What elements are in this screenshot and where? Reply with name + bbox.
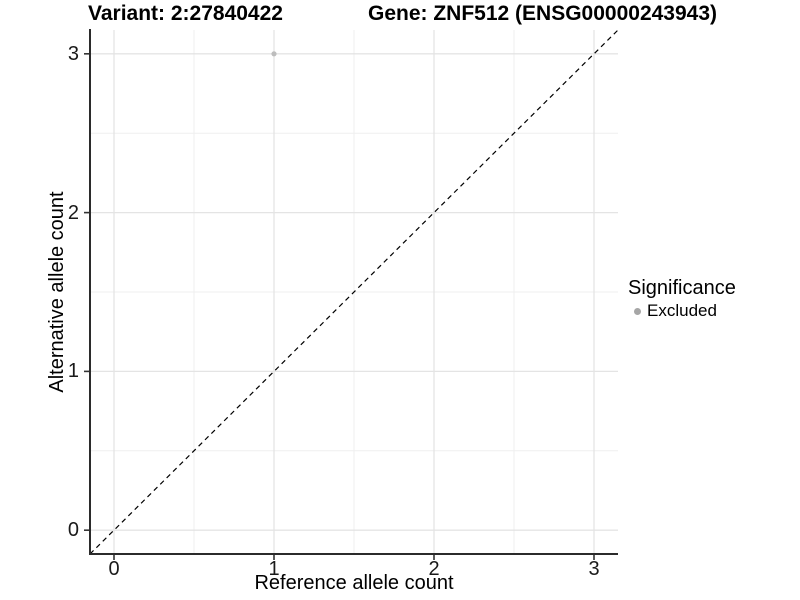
legend-title: Significance xyxy=(628,277,736,299)
identity-reference-line xyxy=(89,29,619,555)
x-tick-label: 3 xyxy=(588,558,600,580)
y-tick-label: 3 xyxy=(67,42,79,65)
data-point xyxy=(271,51,277,57)
plot-title-variant: Variant: 2:27840422 xyxy=(88,2,283,25)
y-tick-label: 2 xyxy=(67,201,79,224)
x-tick-label: 1 xyxy=(268,558,280,580)
x-tick-label: 2 xyxy=(428,558,440,580)
legend-key-dot xyxy=(634,307,641,315)
x-axis-title: Reference allele count xyxy=(254,572,454,594)
legend-item-excluded: Excluded xyxy=(628,301,736,321)
legend-item-label: Excluded xyxy=(647,301,717,320)
legend: Significance Excluded xyxy=(628,276,736,321)
y-tick-label: 1 xyxy=(67,360,79,383)
y-tick-label: 0 xyxy=(67,519,79,542)
plot-title-gene: Gene: ZNF512 (ENSG00000243943) xyxy=(368,2,718,25)
x-tick-label: 0 xyxy=(108,558,120,580)
